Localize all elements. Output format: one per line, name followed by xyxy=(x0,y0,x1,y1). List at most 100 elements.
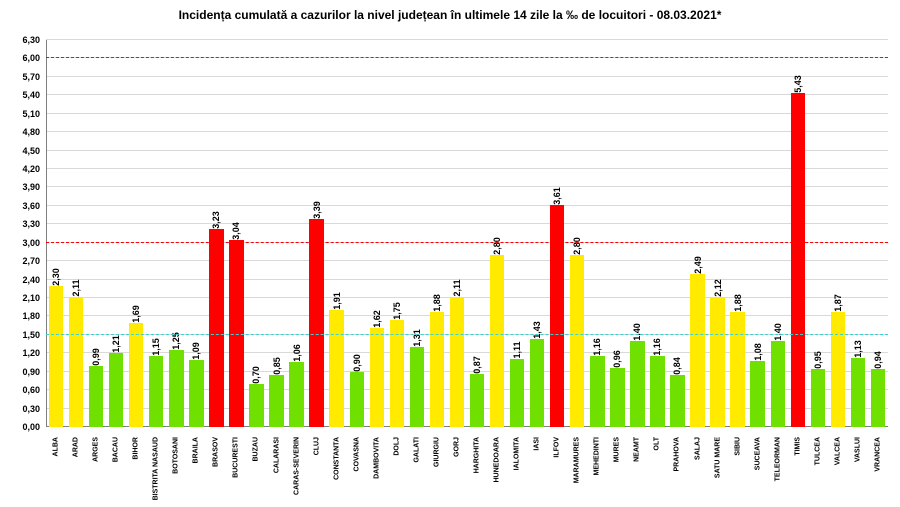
reference-line xyxy=(46,242,888,243)
bar-slot: 1,40 xyxy=(768,40,788,427)
bar: 0,99 xyxy=(89,366,103,427)
bar-value-label: 1,31 xyxy=(412,329,422,347)
bar-slot: 1,16 xyxy=(587,40,607,427)
x-category-label: VALCEA xyxy=(834,433,841,465)
x-label-slot: BUCURESTI xyxy=(226,429,246,507)
x-category-label: BRASOV xyxy=(213,433,220,467)
bar: 0,94 xyxy=(871,369,885,427)
x-label-slot: SALAJ xyxy=(688,429,708,507)
x-label-slot: BRASOV xyxy=(206,429,226,507)
bar-value-label: 1,06 xyxy=(292,344,302,362)
x-category-label: PRAHOVA xyxy=(674,433,681,471)
bar: 1,88 xyxy=(730,312,744,427)
x-label-slot: TIMIS xyxy=(788,429,808,507)
x-category-label: NEAMT xyxy=(634,433,641,462)
x-label-slot: IASI xyxy=(527,429,547,507)
x-category-label: OLT xyxy=(654,433,661,450)
bar-slot: 0,96 xyxy=(607,40,627,427)
x-category-label: TIMIS xyxy=(794,433,801,456)
x-category-label: GORJ xyxy=(453,433,460,457)
bar-slot: 2,80 xyxy=(567,40,587,427)
x-category-label: VRANCEA xyxy=(874,433,881,472)
bar-value-label: 0,95 xyxy=(813,351,823,369)
x-category-label: IALOMITA xyxy=(514,433,521,470)
bar: 1,62 xyxy=(370,328,384,428)
x-category-label: CONSTANTA xyxy=(333,433,340,480)
bar-value-label: 1,40 xyxy=(632,323,642,341)
x-category-label: ILFOV xyxy=(554,433,561,458)
bar: 5,43 xyxy=(791,93,805,427)
bar: 1,25 xyxy=(169,350,183,427)
x-category-label: SATU MARE xyxy=(714,433,721,478)
bar: 1,75 xyxy=(390,320,404,428)
bar-slot: 0,99 xyxy=(86,40,106,427)
x-label-slot: TELEORMAN xyxy=(768,429,788,507)
bar-value-label: 1,08 xyxy=(753,343,763,361)
x-category-label: CLUJ xyxy=(313,433,320,455)
plot-area: 2,302,110,991,211,691,151,251,093,233,04… xyxy=(46,40,888,427)
bar-slot: 0,94 xyxy=(868,40,888,427)
bar-value-label: 1,16 xyxy=(592,338,602,356)
bar: 1,40 xyxy=(771,341,785,427)
bar-slot: 2,80 xyxy=(487,40,507,427)
bar: 0,84 xyxy=(670,375,684,427)
x-label-slot: HUNEDOARA xyxy=(487,429,507,507)
bar-slot: 1,21 xyxy=(106,40,126,427)
bar: 0,85 xyxy=(269,375,283,427)
x-label-slot: BRAILA xyxy=(186,429,206,507)
bar-value-label: 1,13 xyxy=(853,340,863,358)
bar-slot: 1,31 xyxy=(407,40,427,427)
bar-slot: 1,08 xyxy=(748,40,768,427)
x-category-label: TELEORMAN xyxy=(774,433,781,481)
bar-slot: 0,95 xyxy=(808,40,828,427)
y-tick-label: 0,30 xyxy=(22,404,40,414)
bar-value-label: 1,25 xyxy=(171,332,181,350)
bar-value-label: 2,80 xyxy=(492,237,502,255)
x-category-label: BUZAU xyxy=(253,433,260,462)
y-tick-label: 2,70 xyxy=(22,256,40,266)
x-label-slot: BISTRITA NASAUD xyxy=(146,429,166,507)
bar-value-label: 0,84 xyxy=(672,358,682,376)
x-label-slot: SIBIU xyxy=(728,429,748,507)
bar: 1,21 xyxy=(109,353,123,427)
bar-value-label: 2,49 xyxy=(693,256,703,274)
y-tick-label: 6,00 xyxy=(22,53,40,63)
x-category-label: TULCEA xyxy=(814,433,821,465)
x-category-label: BUCURESTI xyxy=(233,433,240,478)
bar: 1,43 xyxy=(530,339,544,427)
bar-slot: 1,69 xyxy=(126,40,146,427)
bar-value-label: 3,23 xyxy=(211,211,221,229)
bar: 1,06 xyxy=(289,362,303,427)
x-label-slot: SUCEAVA xyxy=(748,429,768,507)
x-category-label: HARGHITA xyxy=(474,433,481,473)
bar-slot: 1,15 xyxy=(146,40,166,427)
bar-slot: 3,61 xyxy=(547,40,567,427)
bar-value-label: 1,88 xyxy=(733,294,743,312)
x-label-slot: CARAS-SEVERIN xyxy=(287,429,307,507)
bar-slot: 1,40 xyxy=(627,40,647,427)
bar-slot: 0,87 xyxy=(467,40,487,427)
x-label-slot: GORJ xyxy=(447,429,467,507)
x-label-slot: DOLJ xyxy=(387,429,407,507)
bar-value-label: 1,87 xyxy=(833,294,843,312)
bar: 2,80 xyxy=(490,255,504,427)
x-category-label: SUCEAVA xyxy=(754,433,761,470)
x-category-label: BISTRITA NASAUD xyxy=(153,433,160,500)
bar: 1,69 xyxy=(129,323,143,427)
bar-slot: 1,88 xyxy=(427,40,447,427)
x-label-slot: VALCEA xyxy=(828,429,848,507)
x-label-slot: PRAHOVA xyxy=(667,429,687,507)
y-tick-label: 1,20 xyxy=(22,348,40,358)
bar-value-label: 1,88 xyxy=(432,294,442,312)
bar: 2,49 xyxy=(690,274,704,427)
x-category-label: HUNEDOARA xyxy=(494,433,501,483)
x-category-label: IASI xyxy=(534,433,541,451)
x-category-label: ARGES xyxy=(93,433,100,462)
bar-slot: 0,85 xyxy=(267,40,287,427)
bar-slot: 1,91 xyxy=(327,40,347,427)
bar-value-label: 5,43 xyxy=(793,76,803,94)
bar: 0,95 xyxy=(811,369,825,427)
bar-slot: 2,11 xyxy=(66,40,86,427)
x-label-slot: VASLUI xyxy=(848,429,868,507)
x-label-slot: CLUJ xyxy=(307,429,327,507)
